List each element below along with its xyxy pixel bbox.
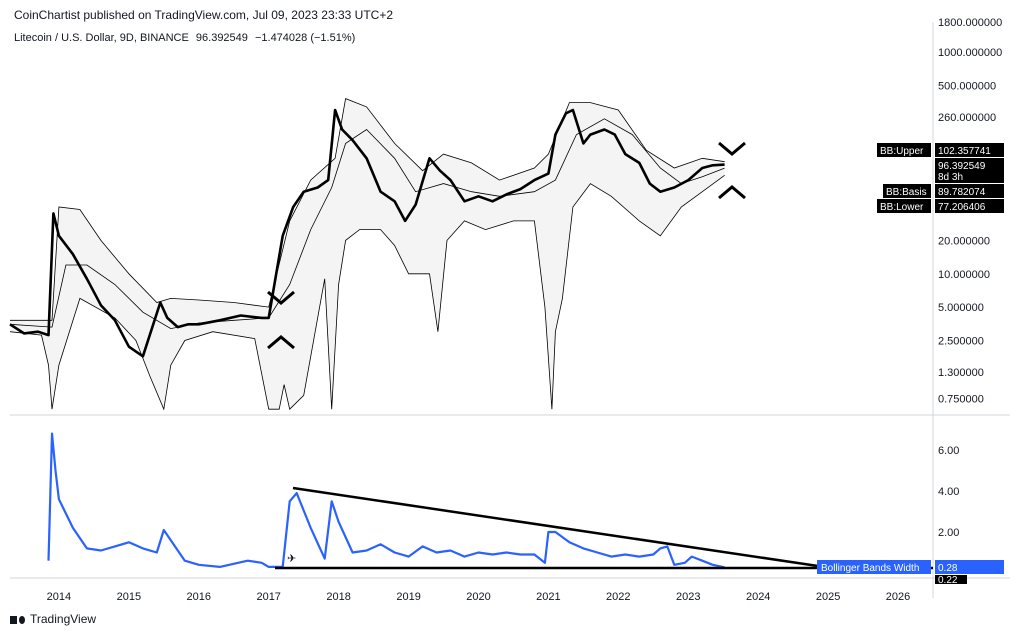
symbol-name: Litecoin / U.S. Dollar, 9D, BINANCE	[14, 32, 189, 44]
price-axis-tick: 5.000000	[938, 302, 984, 314]
bb-basis-label: BB:Basis	[886, 187, 927, 198]
bbw-tag: Bollinger Bands Width 0.28 0.22	[817, 560, 1004, 586]
price-change: −1.474028 (−1.51%)	[254, 32, 356, 44]
time-axis-tick: 2023	[676, 591, 700, 603]
bb-lower-line	[9, 174, 725, 411]
time-axis-tick: 2026	[886, 591, 910, 603]
price-axis-tick: 2.500000	[938, 336, 984, 348]
bbw-axis: 6.00 4.00 2.00	[938, 445, 959, 539]
tradingview-logo-icon	[10, 614, 26, 625]
bb-lower-label: BB:Lower	[880, 202, 924, 213]
time-axis-tick: 2016	[187, 591, 211, 603]
time-axis-tick: 2024	[746, 591, 770, 603]
bb-upper-value: 102.357741	[938, 146, 991, 157]
bbw-low-value: 0.22	[938, 575, 958, 586]
descending-trendline	[292, 486, 819, 568]
bollinger-band-fill	[10, 98, 725, 410]
price-tag: 96.392549 8d 3h	[935, 158, 1004, 183]
rocket-icon: ✈	[287, 553, 296, 565]
bb-basis-line	[9, 118, 725, 330]
price-axis-tick-partial: 1800.000000	[938, 17, 1002, 29]
price-tag-value: 96.392549	[938, 161, 986, 172]
price-axis-tick: 1000.000000	[938, 47, 1002, 59]
chevron-down-icon	[267, 290, 295, 305]
bbw-axis-tick: 2.00	[938, 527, 959, 539]
price-axis-tick: 500.000000	[938, 80, 996, 92]
countdown-value: 8d 3h	[938, 172, 963, 183]
time-axis-tick: 2025	[816, 591, 840, 603]
chevron-down-icon	[718, 141, 746, 156]
bollinger-band-lines	[9, 98, 725, 411]
price-axis-tick: 10.000000	[938, 269, 990, 281]
time-axis-tick: 2015	[117, 591, 141, 603]
price-axis-tick: 1.300000	[938, 367, 984, 379]
time-axis-tick: 2018	[326, 591, 350, 603]
bb-basis-value: 89.782074	[938, 187, 986, 198]
bbw-axis-tick: 6.00	[938, 445, 959, 457]
price-axis-tick: 20.000000	[938, 235, 990, 247]
bb-lower-tag: BB:Lower 77.206406	[877, 199, 1004, 213]
bb-lower-value: 77.206406	[938, 202, 986, 213]
price-series-line	[9, 108, 725, 358]
price-axis-tick: 0.750000	[938, 394, 984, 406]
time-axis-tick: 2017	[256, 591, 280, 603]
bb-upper-label: BB:Upper	[880, 146, 924, 157]
time-axis: 2014 2015 2016 2017 2018 2019 2020 2021 2022 2023…	[47, 591, 911, 603]
bbw-axis-tick: 4.00	[938, 486, 959, 498]
time-axis-tick: 2020	[466, 591, 490, 603]
chevron-up-icon	[718, 185, 746, 200]
publisher-header: CoinChartist published on TradingView.co…	[14, 8, 394, 22]
brand-name: TradingView	[30, 612, 97, 626]
chevron-up-icon	[267, 335, 295, 350]
bb-upper-line	[10, 98, 725, 321]
footer-brand[interactable]: TradingView	[10, 612, 96, 626]
band-fill-area	[10, 98, 725, 410]
bb-upper-tag: BB:Upper 102.357741	[877, 143, 1004, 157]
time-axis-tick: 2014	[47, 591, 71, 603]
symbol-legend: Litecoin / U.S. Dollar, 9D, BINANCE 96.3…	[14, 32, 359, 44]
last-price: 96.392549	[195, 32, 248, 44]
time-axis-tick: 2021	[536, 591, 560, 603]
time-axis-tick: 2019	[396, 591, 420, 603]
time-axis-tick: 2022	[606, 591, 630, 603]
bbw-line-layer	[47, 432, 725, 569]
bbw-value: 0.28	[938, 563, 958, 574]
bbw-series-line	[47, 432, 725, 569]
bb-basis-tag: BB:Basis 89.782074	[883, 184, 1004, 198]
price-axis-tick: 260.000000	[938, 112, 996, 124]
price-line-layer	[9, 108, 725, 358]
bbw-label: Bollinger Bands Width	[821, 563, 919, 574]
price-axis: 1000.000000 500.000000 260.000000 20.000000…	[938, 17, 1002, 406]
